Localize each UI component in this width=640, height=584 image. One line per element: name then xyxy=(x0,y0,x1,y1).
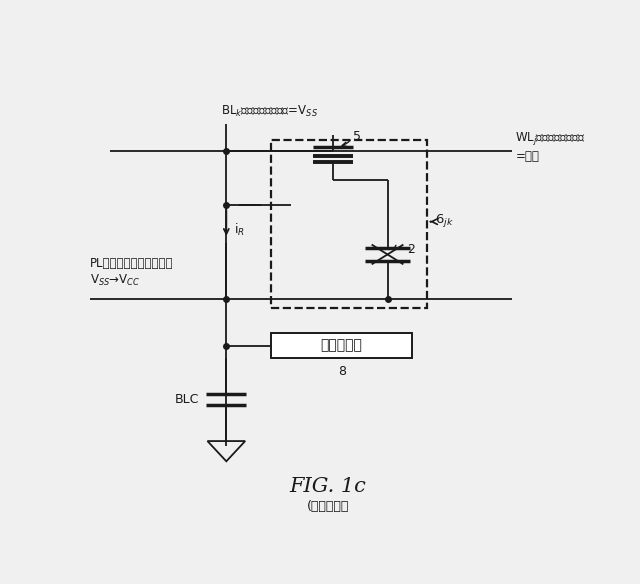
Text: 8: 8 xyxy=(338,364,346,378)
Bar xyxy=(271,333,412,358)
Text: BL$_k$（ビットライン）=V$_{SS}$: BL$_k$（ビットライン）=V$_{SS}$ xyxy=(221,103,318,119)
Bar xyxy=(271,140,428,308)
Text: 感知増幅器: 感知増幅器 xyxy=(321,339,363,353)
Text: 2: 2 xyxy=(408,244,415,256)
Text: 6$_{jk}$: 6$_{jk}$ xyxy=(435,212,453,230)
Text: FIG. 1c: FIG. 1c xyxy=(289,477,367,496)
Text: 5: 5 xyxy=(353,130,361,143)
Text: (従来技術）: (従来技術） xyxy=(307,500,349,513)
Text: WL$_j$（ワードライン）
=オン: WL$_j$（ワードライン） =オン xyxy=(515,130,586,163)
Text: i$_R$: i$_R$ xyxy=(234,222,244,238)
Text: BLC: BLC xyxy=(175,393,199,406)
Text: PL（プレートライン）：
V$_{SS}$→V$_{CC}$: PL（プレートライン）： V$_{SS}$→V$_{CC}$ xyxy=(90,257,173,288)
